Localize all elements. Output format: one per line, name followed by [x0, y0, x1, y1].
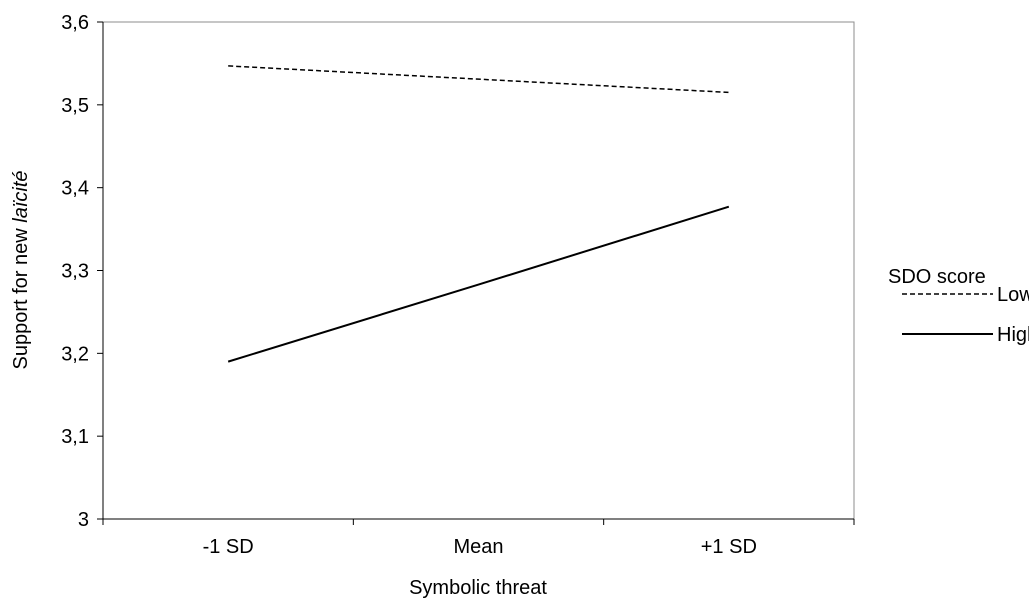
x-axis-title: Symbolic threat	[409, 577, 547, 599]
y-axis-title: Support for new laïcité	[10, 171, 32, 370]
x-tick-label: -1 SD	[203, 536, 254, 558]
plot-area	[102, 21, 855, 520]
legend-title: SDO score	[888, 266, 986, 288]
x-tick-label: Mean	[453, 536, 503, 558]
legend-label-low: Low	[997, 284, 1029, 306]
series-line-low	[228, 65, 729, 94]
y-tick-label: 3,4	[61, 178, 89, 200]
y-axis-title-main: Support for new	[10, 223, 32, 370]
series-line-high	[227, 205, 730, 363]
legend: SDO score Low High	[888, 266, 1029, 346]
y-axis-title-italic: laïcité	[10, 171, 32, 223]
y-tick-label: 3,2	[61, 343, 89, 365]
y-tick-label: 3,5	[61, 95, 89, 117]
y-tick-label: 3	[78, 509, 89, 531]
y-axis-ticks: 3 3,1 3,2 3,3 3,4 3,5 3,6	[61, 12, 103, 531]
y-tick-label: 3,6	[61, 12, 89, 34]
y-tick-label: 3,1	[61, 426, 89, 448]
legend-label-high: High	[997, 324, 1029, 346]
y-tick-label: 3,3	[61, 261, 89, 283]
x-tick-label: +1 SD	[701, 536, 757, 558]
x-axis-ticks: -1 SD Mean +1 SD	[102, 519, 855, 558]
series-lines	[227, 65, 730, 363]
